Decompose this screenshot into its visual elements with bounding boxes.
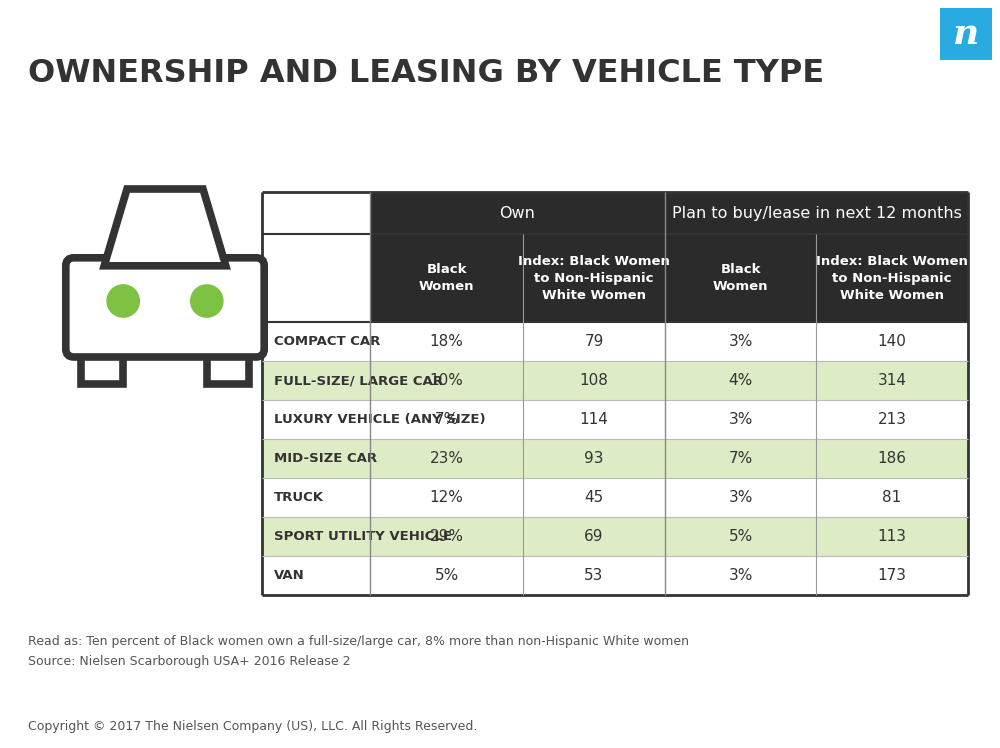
Text: n: n	[953, 17, 979, 51]
Text: 108: 108	[580, 373, 608, 388]
Bar	[262, 517, 968, 556]
FancyBboxPatch shape	[66, 258, 264, 357]
Text: SPORT UTILITY VEHICLE: SPORT UTILITY VEHICLE	[274, 530, 452, 543]
Text: Source: Nielsen Scarborough USA+ 2016 Release 2: Source: Nielsen Scarborough USA+ 2016 Re…	[28, 655, 351, 668]
Bar	[262, 439, 968, 478]
Bar	[523, 234, 665, 322]
Text: OWNERSHIP AND LEASING BY VEHICLE TYPE: OWNERSHIP AND LEASING BY VEHICLE TYPE	[28, 58, 824, 89]
Bar	[262, 556, 968, 595]
Bar	[262, 478, 968, 517]
PathPatch shape	[104, 189, 226, 266]
Text: 53: 53	[584, 568, 604, 583]
Text: 18%: 18%	[430, 334, 463, 349]
Text: VAN: VAN	[274, 569, 305, 582]
Bar	[262, 361, 968, 400]
Text: 113: 113	[878, 529, 906, 544]
Text: 23%: 23%	[430, 451, 464, 466]
Text: 69: 69	[584, 529, 604, 544]
Text: 93: 93	[584, 451, 604, 466]
Text: Own: Own	[500, 206, 535, 221]
Text: Index: Black Women
to Non-Hispanic
White Women: Index: Black Women to Non-Hispanic White…	[816, 254, 968, 301]
Bar	[262, 192, 370, 234]
Text: 314: 314	[878, 373, 906, 388]
Text: 3%: 3%	[728, 568, 753, 583]
Text: 186: 186	[878, 451, 906, 466]
Text: 29%: 29%	[430, 529, 464, 544]
Text: 3%: 3%	[728, 412, 753, 427]
Text: 12%: 12%	[430, 490, 463, 505]
Text: TRUCK: TRUCK	[274, 491, 324, 504]
Text: 7%: 7%	[434, 412, 459, 427]
Text: 4%: 4%	[728, 373, 753, 388]
Text: 173: 173	[878, 568, 906, 583]
Text: 3%: 3%	[728, 490, 753, 505]
Text: 5%: 5%	[728, 529, 753, 544]
Text: 114: 114	[580, 412, 608, 427]
Bar	[665, 192, 968, 234]
Text: Black
Women: Black Women	[713, 263, 768, 293]
Text: Copyright © 2017 The Nielsen Company (US), LLC. All Rights Reserved.: Copyright © 2017 The Nielsen Company (US…	[28, 720, 477, 733]
FancyBboxPatch shape	[81, 349, 123, 384]
Text: 140: 140	[878, 334, 906, 349]
Bar	[262, 400, 968, 439]
Text: 45: 45	[584, 490, 604, 505]
Bar	[816, 234, 968, 322]
Text: LUXURY VEHICLE (ANY SIZE): LUXURY VEHICLE (ANY SIZE)	[274, 413, 486, 426]
Text: 3%: 3%	[728, 334, 753, 349]
Bar	[262, 322, 968, 361]
FancyBboxPatch shape	[940, 8, 992, 60]
Text: Black
Women: Black Women	[419, 263, 474, 293]
FancyBboxPatch shape	[207, 349, 249, 384]
Text: COMPACT CAR: COMPACT CAR	[274, 335, 380, 348]
Bar	[370, 234, 523, 322]
Circle shape	[107, 285, 139, 317]
Text: FULL-SIZE/ LARGE CAR: FULL-SIZE/ LARGE CAR	[274, 374, 443, 387]
Text: 10%: 10%	[430, 373, 463, 388]
Bar	[262, 234, 370, 322]
Text: Plan to buy/lease in next 12 months: Plan to buy/lease in next 12 months	[672, 206, 961, 221]
Text: 213: 213	[878, 412, 906, 427]
Circle shape	[191, 285, 223, 317]
Bar	[78, 347, 252, 352]
Text: Index: Black Women
to Non-Hispanic
White Women: Index: Black Women to Non-Hispanic White…	[518, 254, 670, 301]
Text: 7%: 7%	[728, 451, 753, 466]
Bar	[665, 234, 816, 322]
Bar	[370, 192, 665, 234]
Text: 81: 81	[882, 490, 902, 505]
Text: 5%: 5%	[434, 568, 459, 583]
Text: Read as: Ten percent of Black women own a full-size/large car, 8% more than non-: Read as: Ten percent of Black women own …	[28, 635, 689, 648]
Text: MID-SIZE CAR: MID-SIZE CAR	[274, 452, 377, 465]
Text: 79: 79	[584, 334, 604, 349]
